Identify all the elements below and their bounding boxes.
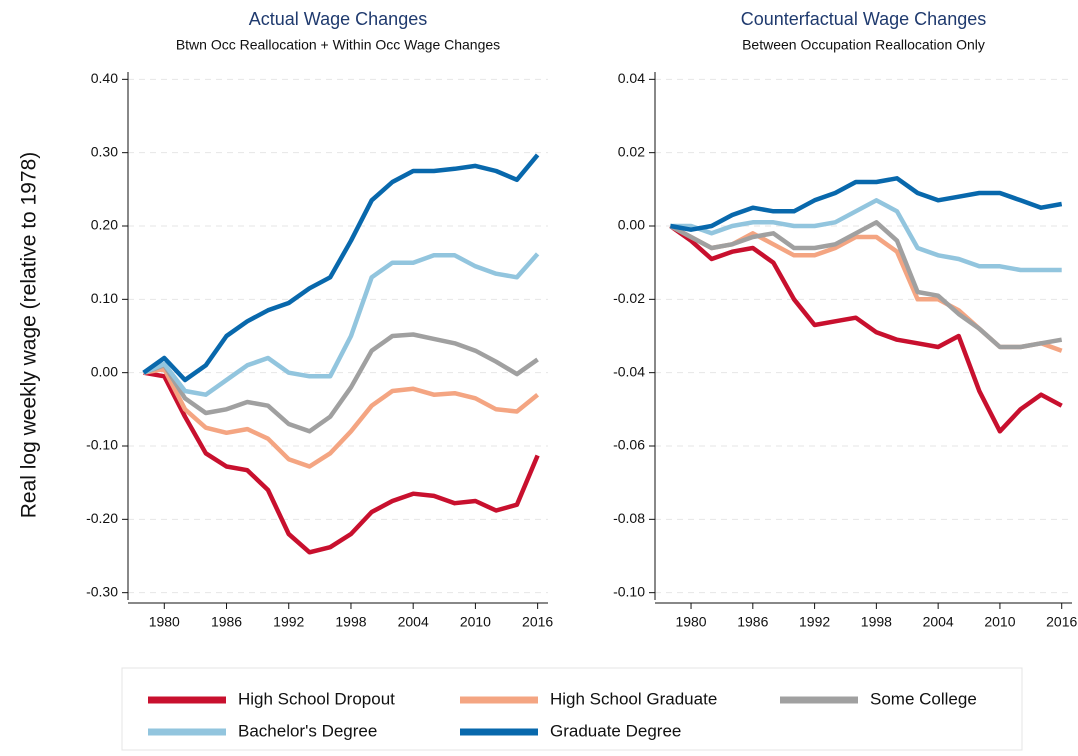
y-axis-label: Real log weekly wage (relative to 1978) bbox=[18, 152, 41, 519]
series-line bbox=[669, 220, 1063, 350]
x-tick-label: 1992 bbox=[273, 614, 304, 630]
legend-label: High School Dropout bbox=[238, 689, 395, 708]
series-line bbox=[142, 153, 540, 383]
y-tick-label: -0.20 bbox=[86, 510, 118, 526]
y-tick-label: -0.08 bbox=[613, 510, 645, 526]
series-line bbox=[143, 366, 540, 469]
series-line bbox=[142, 332, 539, 434]
y-tick-label: -0.06 bbox=[613, 437, 645, 453]
y-tick-label: 0.00 bbox=[618, 217, 645, 233]
x-tick-label: 1998 bbox=[861, 614, 892, 630]
y-tick-label: 0.40 bbox=[91, 70, 118, 86]
x-tick-label: 1980 bbox=[675, 614, 706, 630]
legend-label: High School Graduate bbox=[550, 689, 717, 708]
series-line bbox=[669, 224, 1063, 434]
x-tick-label: 2004 bbox=[398, 614, 429, 630]
series-line bbox=[670, 176, 1063, 232]
chart-title: Counterfactual Wage Changes bbox=[741, 9, 986, 29]
x-tick-label: 2010 bbox=[984, 614, 1015, 630]
y-tick-label: 0.04 bbox=[618, 70, 645, 86]
legend-label: Graduate Degree bbox=[550, 721, 681, 740]
x-tick-label: 1992 bbox=[799, 614, 830, 630]
x-tick-label: 2010 bbox=[460, 614, 491, 630]
y-tick-label: 0.20 bbox=[91, 217, 118, 233]
y-tick-label: 0.10 bbox=[91, 290, 118, 306]
x-tick-label: 1986 bbox=[211, 614, 242, 630]
x-tick-label: 2016 bbox=[522, 614, 553, 630]
legend-label: Bachelor's Degree bbox=[238, 721, 377, 740]
chart-subtitle: Btwn Occ Reallocation + Within Occ Wage … bbox=[176, 37, 500, 53]
legend-box bbox=[121, 667, 1023, 751]
x-tick-label: 1986 bbox=[737, 614, 768, 630]
y-tick-label: 0.00 bbox=[91, 363, 118, 379]
x-tick-label: 1980 bbox=[149, 614, 180, 630]
y-tick-label: -0.04 bbox=[613, 363, 645, 379]
y-tick-label: -0.10 bbox=[613, 583, 645, 599]
x-tick-label: 1998 bbox=[335, 614, 366, 630]
series-line bbox=[142, 252, 540, 397]
y-tick-label: -0.30 bbox=[86, 583, 118, 599]
y-tick-label: 0.30 bbox=[91, 143, 118, 159]
series-line bbox=[670, 198, 1062, 273]
y-tick-label: -0.02 bbox=[613, 290, 645, 306]
y-tick-label: -0.10 bbox=[86, 437, 118, 453]
chart-subtitle: Between Occupation Reallocation Only bbox=[742, 37, 985, 53]
chart-title: Actual Wage Changes bbox=[249, 9, 427, 29]
y-tick-label: 0.02 bbox=[618, 143, 645, 159]
x-tick-label: 2004 bbox=[923, 614, 954, 630]
legend-label: Some College bbox=[870, 689, 977, 708]
series-line bbox=[143, 370, 540, 555]
x-tick-label: 2016 bbox=[1046, 614, 1077, 630]
